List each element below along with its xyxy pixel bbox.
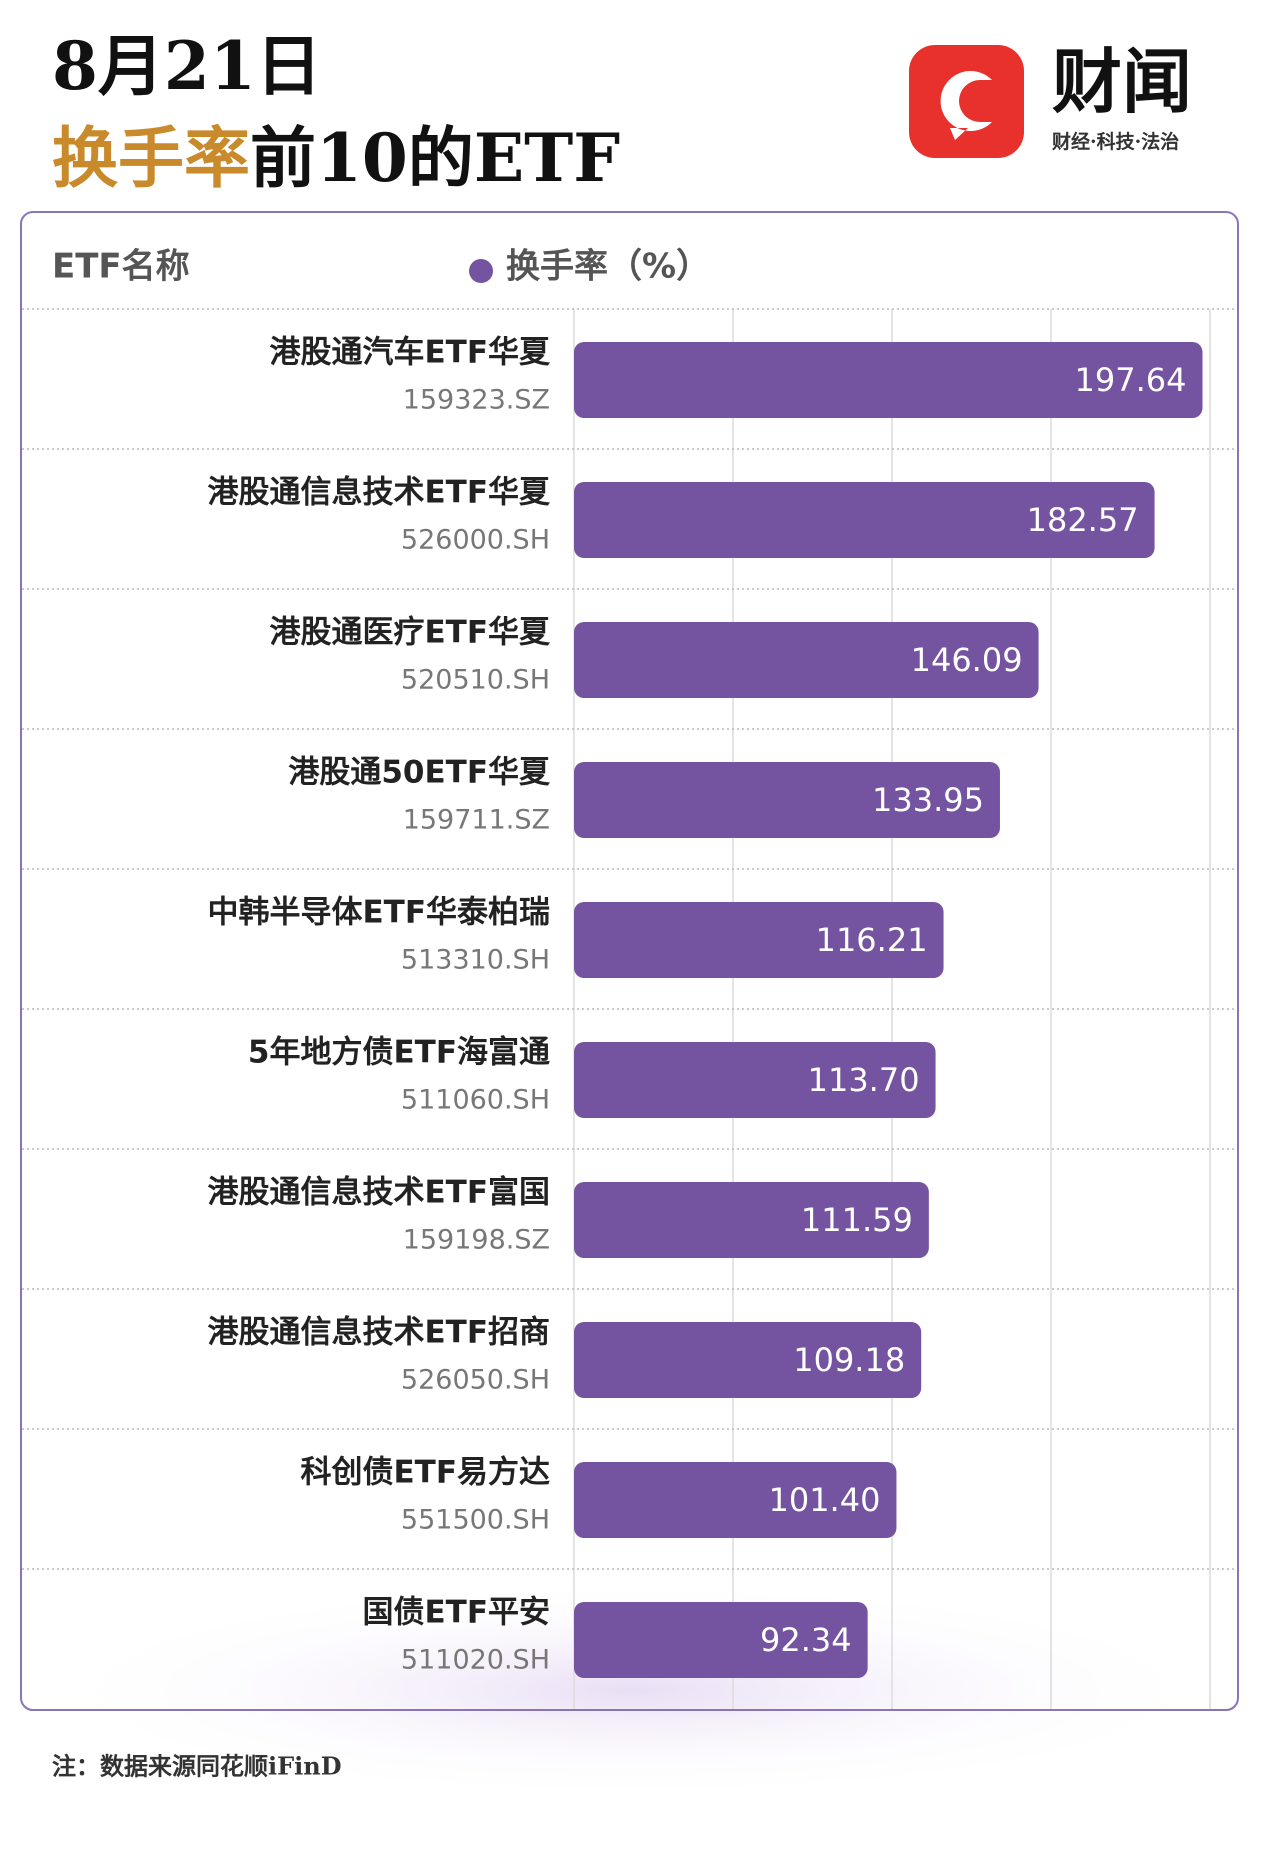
category-label: 5年地方债ETF海富通	[248, 1035, 550, 1071]
value-label: 133.95	[872, 781, 984, 819]
note: 注：数据来源同花顺iFinD	[52, 1752, 342, 1781]
background-glow	[32, 1580, 1232, 1800]
code-label: 159323.SZ	[403, 385, 550, 416]
logo-glyph	[940, 71, 992, 140]
bar	[574, 342, 1203, 418]
value-label: 182.57	[1027, 501, 1139, 539]
category-label: 中韩半导体ETF华泰柏瑞	[208, 895, 551, 931]
value-label: 197.64	[1075, 361, 1187, 399]
category-label: 科创债ETF易方达	[301, 1455, 551, 1491]
code-label: 511060.SH	[401, 1085, 550, 1116]
bar	[574, 482, 1155, 558]
title-highlight: 换手率	[52, 119, 250, 197]
legend-swatch	[469, 259, 493, 283]
code-label: 511020.SH	[401, 1645, 550, 1676]
category-label: 港股通汽车ETF华夏	[270, 335, 551, 371]
category-label: 港股通信息技术ETF华夏	[208, 475, 551, 511]
logo-name: 财闻	[1052, 40, 1192, 123]
logo-tagline: 财经·科技·法治	[1052, 130, 1179, 153]
code-label: 520510.SH	[401, 665, 550, 696]
bar	[574, 1182, 929, 1258]
category-label: 港股通医疗ETF华夏	[270, 615, 551, 651]
code-label: 513310.SH	[401, 945, 550, 976]
legend-label: 换手率（%）	[506, 247, 710, 287]
bar	[574, 622, 1039, 698]
value-label: 146.09	[911, 641, 1023, 679]
category-label: 港股通信息技术ETF富国	[208, 1175, 551, 1211]
code-label: 159198.SZ	[403, 1225, 550, 1256]
chart-date: 8月21日	[52, 27, 322, 105]
bar	[574, 1322, 922, 1398]
code-label: 159711.SZ	[403, 805, 550, 836]
value-label: 113.70	[808, 1061, 920, 1099]
category-label: 港股通信息技术ETF招商	[208, 1315, 551, 1351]
category-label: 港股通50ETF华夏	[288, 755, 551, 791]
code-label: 526000.SH	[401, 525, 550, 556]
code-label: 551500.SH	[401, 1505, 550, 1536]
bar	[574, 1462, 897, 1538]
category-label: 国债ETF平安	[363, 1595, 551, 1631]
code-label: 526050.SH	[401, 1365, 550, 1396]
bar	[574, 902, 944, 978]
value-label: 92.34	[760, 1621, 852, 1659]
value-label: 111.59	[801, 1201, 913, 1239]
category-header: ETF名称	[52, 247, 190, 287]
value-label: 109.18	[793, 1341, 905, 1379]
logo-icon	[909, 45, 1024, 158]
panel	[20, 211, 1239, 1711]
title-rest: 前10的ETF	[250, 119, 620, 197]
value-label: 101.40	[768, 1481, 880, 1519]
value-label: 116.21	[816, 921, 928, 959]
bar	[574, 762, 1000, 838]
bar	[574, 1042, 936, 1118]
chart-title: 换手率前10的ETF	[52, 119, 620, 197]
bar	[574, 1602, 868, 1678]
